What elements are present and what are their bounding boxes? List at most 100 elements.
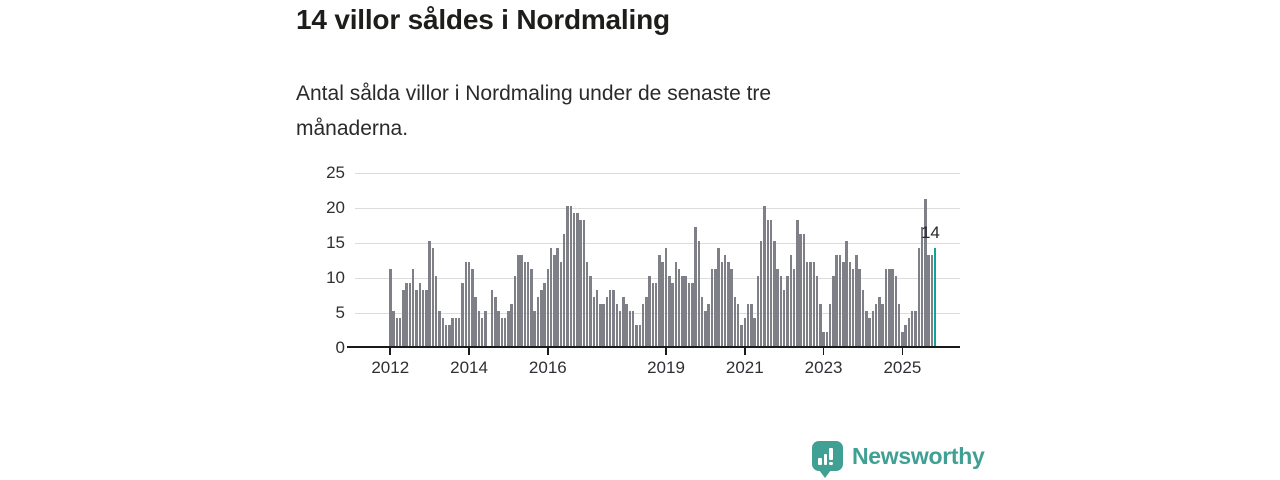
bar bbox=[592, 297, 596, 346]
x-axis-tick bbox=[389, 348, 392, 355]
bar bbox=[756, 276, 760, 346]
bar bbox=[395, 318, 399, 346]
bar bbox=[431, 248, 435, 346]
bar bbox=[661, 262, 664, 346]
bar bbox=[510, 304, 513, 346]
highlighted-bar bbox=[933, 248, 937, 346]
bar bbox=[628, 311, 632, 346]
bar bbox=[540, 290, 543, 346]
bar bbox=[868, 318, 871, 346]
bar bbox=[589, 276, 592, 346]
x-axis-tick bbox=[468, 348, 470, 355]
bar-chart: 0 5 10 15 20 25 2012 2014 2016 2019 2021 2023 2025 14 bbox=[326, 163, 960, 377]
bar bbox=[714, 269, 717, 346]
bar bbox=[658, 255, 661, 346]
x-axis-tick bbox=[744, 348, 746, 355]
bar bbox=[750, 304, 753, 346]
bar bbox=[855, 255, 858, 346]
bar bbox=[484, 311, 487, 346]
page-title: 14 villor såldes i Nordmaling bbox=[296, 4, 670, 35]
x-axis-tick-label: 2021 bbox=[725, 358, 764, 377]
bar bbox=[881, 304, 884, 346]
bar bbox=[746, 304, 750, 346]
bar bbox=[812, 262, 815, 346]
x-axis-tick bbox=[547, 348, 549, 355]
bar bbox=[494, 297, 497, 346]
bar bbox=[438, 311, 441, 346]
bar bbox=[930, 255, 934, 346]
bar bbox=[684, 276, 687, 346]
bar bbox=[454, 318, 458, 346]
bar bbox=[615, 304, 619, 346]
bar bbox=[389, 269, 392, 346]
mini-bar-chart-glyph bbox=[818, 447, 833, 465]
bar bbox=[402, 290, 405, 346]
bar bbox=[645, 297, 648, 346]
bar bbox=[720, 262, 724, 346]
bar bbox=[904, 325, 907, 346]
bar bbox=[599, 304, 602, 346]
bar bbox=[474, 297, 477, 346]
bar bbox=[924, 199, 927, 346]
bar bbox=[838, 255, 842, 346]
bar bbox=[710, 269, 714, 346]
bar bbox=[648, 276, 651, 346]
bar bbox=[444, 325, 448, 346]
y-axis-tick-label: 5 bbox=[335, 303, 345, 322]
bar bbox=[717, 248, 720, 346]
bar bbox=[490, 290, 494, 346]
bar bbox=[441, 318, 445, 346]
bar bbox=[799, 234, 802, 346]
page-subtitle: Antal sålda villor i Nordmaling under de… bbox=[296, 82, 772, 140]
y-axis-tick-label: 15 bbox=[326, 233, 345, 252]
bar bbox=[457, 318, 461, 346]
bar bbox=[759, 241, 763, 346]
x-axis-tick bbox=[901, 348, 904, 355]
bar bbox=[832, 276, 835, 346]
bar bbox=[631, 311, 635, 346]
bar bbox=[773, 241, 776, 346]
bar bbox=[664, 248, 668, 346]
bar bbox=[612, 290, 615, 346]
bar bbox=[638, 325, 641, 346]
bar bbox=[910, 311, 914, 346]
bar bbox=[917, 248, 921, 346]
bar bbox=[897, 304, 901, 346]
y-axis-tick-label: 0 bbox=[335, 338, 345, 357]
bar bbox=[861, 290, 865, 346]
bar bbox=[809, 262, 812, 346]
bar bbox=[782, 290, 786, 346]
bar bbox=[461, 283, 464, 346]
bar bbox=[697, 241, 701, 346]
bar bbox=[559, 262, 563, 346]
bar bbox=[434, 276, 438, 346]
bar bbox=[825, 332, 829, 346]
bar bbox=[763, 206, 766, 346]
bar bbox=[503, 318, 507, 346]
bar bbox=[805, 262, 809, 346]
bar bbox=[848, 262, 852, 346]
gridline bbox=[355, 173, 960, 174]
bar bbox=[556, 248, 559, 346]
bar bbox=[769, 220, 773, 346]
bar bbox=[467, 262, 471, 346]
bar bbox=[822, 332, 825, 346]
bar bbox=[448, 325, 451, 346]
bar bbox=[845, 241, 848, 346]
highlight-value-label: 14 bbox=[920, 223, 940, 242]
bar bbox=[480, 318, 484, 346]
bar bbox=[874, 304, 878, 346]
bar bbox=[920, 227, 924, 346]
bar bbox=[411, 269, 415, 346]
x-axis-tick bbox=[665, 348, 667, 355]
bar bbox=[651, 283, 655, 346]
x-axis-tick-label: 2023 bbox=[804, 358, 843, 377]
bar bbox=[523, 262, 527, 346]
bar bbox=[576, 213, 579, 346]
x-axis-line bbox=[347, 346, 960, 348]
bar bbox=[497, 311, 500, 346]
y-axis-tick-label: 20 bbox=[326, 198, 345, 217]
bar bbox=[477, 311, 481, 346]
bar bbox=[871, 311, 875, 346]
bar bbox=[471, 269, 474, 346]
